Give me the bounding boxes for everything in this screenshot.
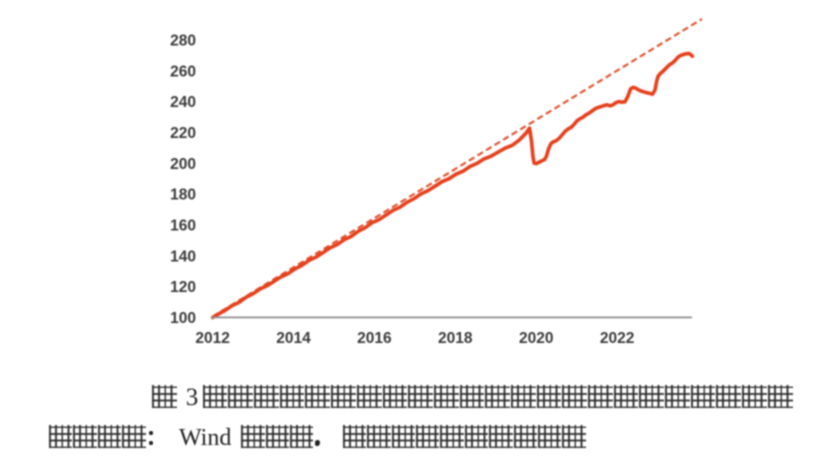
svg-text:140: 140 (170, 248, 196, 265)
svg-text:100: 100 (170, 310, 196, 327)
svg-text:220: 220 (170, 125, 196, 142)
svg-text:2018: 2018 (438, 330, 473, 347)
svg-text:2014: 2014 (276, 330, 311, 347)
svg-text:2020: 2020 (519, 330, 553, 347)
svg-text:280: 280 (170, 33, 196, 50)
svg-text:240: 240 (170, 94, 196, 111)
svg-text:260: 260 (170, 63, 196, 80)
svg-text:160: 160 (170, 218, 196, 235)
svg-text:2012: 2012 (195, 330, 229, 347)
svg-text:180: 180 (170, 187, 196, 204)
svg-text:200: 200 (170, 156, 196, 173)
svg-text:120: 120 (170, 279, 196, 296)
svg-text:2022: 2022 (600, 330, 634, 347)
svg-text:2016: 2016 (357, 330, 392, 347)
